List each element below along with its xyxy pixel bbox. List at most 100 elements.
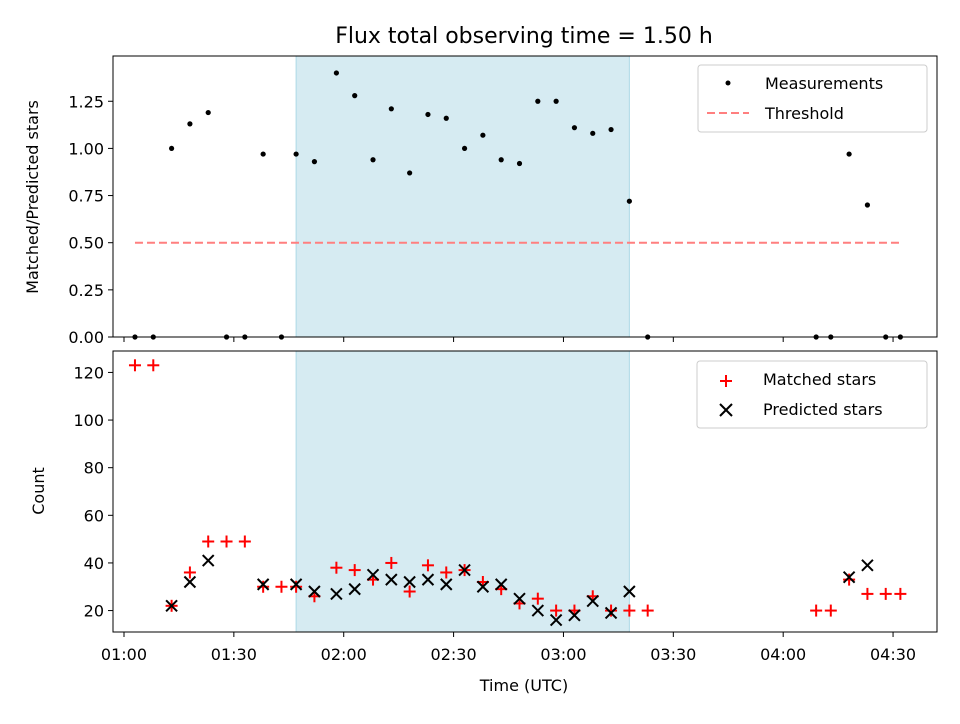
top-y-axis-label: Matched/Predicted stars: [23, 100, 42, 294]
y-tick-label: 100: [73, 411, 104, 430]
y-tick-label: 1.25: [68, 92, 104, 111]
matched-stars-point: [623, 604, 636, 617]
matched-stars-point: [128, 359, 141, 372]
top-panel: Flux total observing time = 1.50 h 0.00 0…: [23, 24, 938, 347]
predicted-stars-point: [385, 573, 398, 586]
matched-stars-point: [810, 604, 823, 617]
predicted-stars-point: [861, 559, 874, 572]
measurement-point: [498, 157, 504, 163]
bottom-predicted-layer: [165, 554, 874, 627]
bottom-legend-box: [696, 360, 928, 429]
measurement-point: [535, 98, 541, 104]
predicted-stars-point: [549, 613, 563, 627]
predicted-stars-point: [623, 585, 636, 598]
matched-stars-point: [330, 561, 343, 574]
matched-stars-point: [290, 580, 303, 593]
matched-stars-point: [641, 604, 654, 617]
matched-stars-point: [220, 535, 233, 548]
bottom-matched-layer: [128, 359, 907, 617]
bottom-panel: 20 40 60 80 100 120 01:00 01:30 02:00 02:30 03:00…: [29, 350, 938, 695]
measurement-point: [407, 170, 413, 176]
matched-stars-point: [531, 592, 544, 605]
predicted-stars-point: [366, 568, 380, 582]
predicted-stars-point: [842, 571, 856, 584]
matched-stars-point: [348, 564, 361, 577]
predicted-stars-point: [421, 573, 435, 586]
x-tick-label: 04:30: [870, 645, 916, 664]
y-tick-label: 0.00: [68, 328, 104, 347]
matched-stars-point: [238, 535, 251, 548]
top-chart-title: Flux total observing time = 1.50 h: [335, 24, 713, 49]
top-measurements-layer: [132, 70, 903, 340]
measurement-point: [333, 70, 339, 76]
measurement-point: [388, 106, 394, 112]
predicted-stars-point: [165, 599, 178, 613]
matched-stars-point: [403, 585, 416, 598]
predicted-stars-point: [330, 587, 343, 601]
measurement-point: [260, 151, 266, 157]
y-tick-label: 0.50: [68, 234, 104, 253]
measurement-point: [846, 151, 852, 157]
matched-stars-point: [147, 359, 160, 372]
predicted-stars-point: [440, 578, 453, 591]
measurement-point: [311, 159, 318, 165]
measurement-point: [864, 202, 871, 208]
measurement-point: [293, 151, 299, 157]
bottom-y-axis: 20 40 60 80 100 120: [73, 363, 113, 621]
predicted-stars-point: [458, 563, 471, 577]
y-tick-label: 1.00: [68, 139, 104, 158]
matched-stars-point: [275, 580, 288, 593]
legend-matched-label: Matched stars: [763, 370, 876, 389]
matched-stars-point: [843, 573, 856, 586]
matched-stars-point: [824, 604, 837, 617]
x-tick-label: 03:00: [540, 645, 586, 664]
legend-measurements-marker: [725, 80, 731, 86]
bottom-x-axis-label: Time (UTC): [479, 676, 568, 695]
measurement-point: [590, 130, 596, 136]
matched-stars-point: [257, 580, 270, 593]
measurement-point: [187, 121, 193, 127]
legend-threshold-label: Threshold: [764, 104, 844, 123]
predicted-stars-point: [568, 609, 581, 622]
predicted-stars-point: [308, 585, 321, 598]
matched-stars-point: [202, 535, 215, 548]
measurement-point: [608, 126, 614, 133]
legend-predicted-marker: [719, 403, 733, 417]
predicted-stars-point: [494, 578, 508, 591]
measurement-point: [352, 93, 358, 99]
legend-measurements-label: Measurements: [765, 74, 883, 93]
matched-stars-point: [550, 604, 563, 617]
matched-stars-point: [183, 566, 196, 579]
x-tick-label: 02:00: [321, 645, 367, 664]
predicted-stars-point: [513, 592, 526, 605]
x-tick-label: 04:00: [760, 645, 806, 664]
measurement-point: [205, 109, 211, 116]
predicted-stars-point: [289, 578, 303, 591]
measurement-point: [480, 132, 486, 138]
y-tick-label: 0.25: [68, 281, 104, 300]
measurement-point: [461, 145, 468, 152]
bottom-y-axis-label: Count: [29, 467, 48, 515]
top-shaded-interval: [295, 55, 630, 338]
top-x-axis-ticks: [123, 337, 894, 342]
matched-stars-point: [421, 559, 434, 572]
predicted-stars-point: [403, 575, 416, 589]
bottom-shaded-interval: [295, 350, 630, 633]
y-tick-label: 120: [73, 363, 104, 382]
matched-stars-point: [894, 587, 907, 600]
measurement-point: [516, 160, 523, 167]
matched-stars-point: [385, 556, 398, 569]
measurement-point: [370, 157, 376, 163]
measurement-point: [443, 115, 449, 121]
measurement-point: [425, 111, 431, 118]
y-tick-label: 60: [84, 506, 104, 525]
x-tick-label: 03:30: [650, 645, 696, 664]
measurement-point: [168, 145, 175, 152]
top-axes-frame: [112, 55, 938, 338]
legend-predicted-label: Predicted stars: [763, 400, 883, 419]
predicted-stars-point: [586, 594, 599, 608]
y-tick-label: 40: [84, 554, 104, 573]
y-tick-label: 80: [84, 459, 104, 478]
predicted-stars-point: [348, 582, 361, 596]
